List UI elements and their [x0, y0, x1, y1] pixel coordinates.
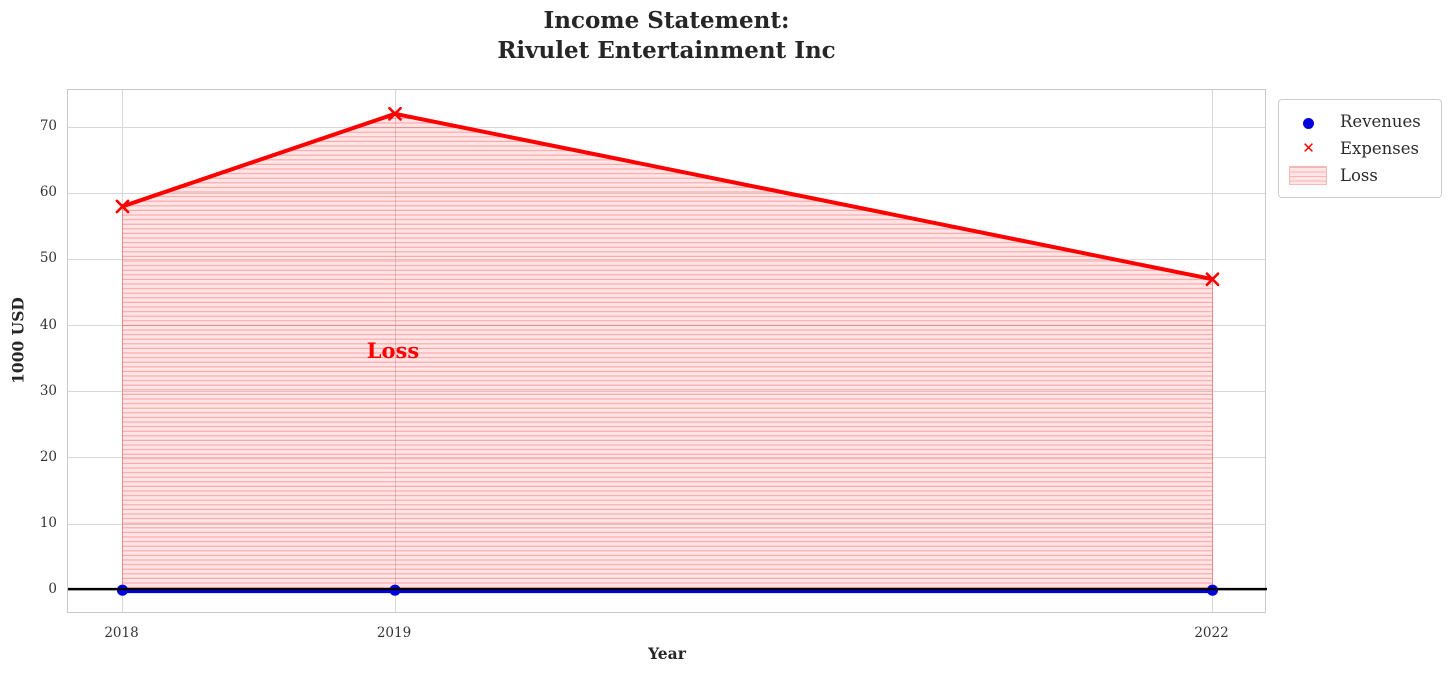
y-tick-label: 30 — [39, 382, 57, 399]
y-tick-label: 50 — [39, 250, 57, 267]
expenses-marker — [1205, 272, 1220, 287]
chart-title: Income Statement: Rivulet Entertainment … — [0, 6, 1333, 66]
y-tick-label: 60 — [39, 184, 57, 201]
expenses-marker — [115, 199, 130, 214]
loss-annotation: Loss — [366, 338, 420, 363]
legend-item-revenues: Revenues — [1289, 108, 1431, 135]
y-tick-label: 0 — [48, 581, 57, 598]
x-tick-label: 2022 — [1194, 625, 1229, 641]
legend-label-revenues: Revenues — [1340, 112, 1421, 131]
legend: Revenues ✕ Expenses Loss — [1278, 99, 1442, 198]
plot-area — [67, 89, 1267, 613]
y-tick-label: 10 — [39, 515, 57, 532]
x-tick-label: 2018 — [104, 625, 139, 641]
y-gridline — [68, 126, 1265, 128]
legend-label-expenses: Expenses — [1340, 139, 1420, 158]
legend-item-expenses: ✕ Expenses — [1302, 138, 1420, 158]
chart-title-line2: Rivulet Entertainment Inc — [497, 37, 836, 64]
y-tick-label: 40 — [39, 316, 57, 333]
y-tick-label: 70 — [39, 118, 57, 135]
chart-title-line1: Income Statement: — [543, 7, 790, 34]
legend-label-loss: Loss — [1340, 166, 1378, 185]
loss-fill-area — [122, 113, 1213, 591]
expenses-marker — [388, 106, 402, 121]
y-tick-label: 20 — [39, 448, 57, 465]
y-axis-label: 1000 USD — [8, 297, 28, 384]
x-axis-label: Year — [648, 644, 686, 663]
chart-canvas — [68, 106, 1267, 596]
x-tick-label: 2019 — [376, 625, 412, 641]
legend-item-loss: Loss — [1289, 162, 1431, 189]
loss-patch-icon — [1289, 166, 1327, 185]
